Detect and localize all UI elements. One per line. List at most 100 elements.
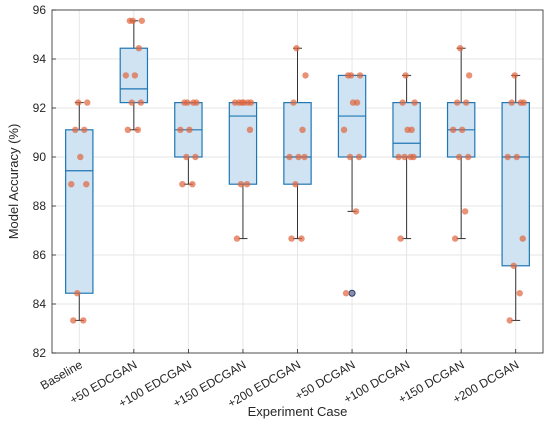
data-point (70, 317, 77, 324)
data-point (137, 99, 145, 106)
x-tick-label: Baseline (38, 357, 85, 392)
data-point (302, 72, 309, 79)
data-point (183, 153, 190, 161)
data-point (510, 262, 517, 269)
y-tick-label: 82 (33, 346, 47, 360)
point-layer (68, 17, 527, 324)
data-point (189, 180, 196, 188)
data-point (395, 153, 402, 161)
data-point (238, 99, 246, 106)
data-point (84, 99, 91, 106)
data-point (401, 153, 408, 161)
data-point (290, 99, 297, 106)
data-point (184, 99, 191, 106)
data-point (342, 290, 350, 297)
y-tick-label: 84 (33, 297, 47, 311)
y-tick-label: 92 (33, 101, 47, 115)
data-point (134, 126, 142, 134)
data-point (516, 290, 523, 297)
data-point (347, 72, 355, 79)
box-iqr (228, 102, 258, 185)
data-point (138, 17, 146, 24)
data-point (129, 17, 137, 24)
data-point (292, 180, 299, 188)
box-iqr (283, 102, 312, 185)
data-point (298, 235, 305, 242)
data-point (455, 153, 463, 161)
data-point (237, 180, 245, 188)
data-point (464, 153, 472, 161)
data-point (192, 153, 199, 161)
data-point (340, 126, 348, 134)
data-point (243, 180, 251, 188)
data-point (293, 45, 300, 52)
y-tick-labels: 82 84 86 88 90 92 94 96 (33, 3, 47, 360)
data-point (77, 153, 84, 161)
x-axis-title: Experiment Case (248, 404, 348, 419)
data-point (80, 317, 87, 324)
data-point (461, 208, 469, 215)
data-point (346, 153, 354, 161)
data-point (135, 45, 143, 52)
data-point (513, 153, 520, 161)
data-point (462, 99, 470, 106)
y-axis-title: Model Accuracy (%) (6, 124, 21, 240)
y-tick-label: 86 (33, 248, 47, 262)
data-point (68, 180, 75, 188)
data-point (301, 153, 308, 161)
y-tick-label: 90 (33, 150, 47, 164)
outlier-marker (348, 289, 356, 297)
data-point (458, 126, 466, 134)
data-point (410, 153, 417, 161)
data-point (246, 126, 254, 134)
data-point (353, 99, 361, 106)
data-point (511, 72, 518, 79)
plot-frame (51, 9, 544, 354)
data-point (397, 235, 404, 242)
data-point (186, 126, 193, 134)
box-layer (65, 20, 530, 321)
data-point (179, 180, 186, 188)
data-point (504, 153, 511, 161)
data-point (286, 153, 293, 161)
data-point (299, 126, 306, 134)
data-point (193, 99, 200, 106)
data-point (355, 153, 363, 161)
data-point (508, 99, 515, 106)
data-point (402, 72, 409, 79)
data-point (128, 99, 136, 106)
data-point (122, 72, 130, 79)
data-point (81, 126, 88, 134)
data-point (465, 72, 473, 79)
data-point (83, 180, 90, 188)
data-point (352, 208, 360, 215)
data-point (177, 126, 184, 134)
x-tick-labels: Baseline+50 EDCGAN+100 EDCGAN+150 EDCGAN… (38, 357, 521, 410)
data-point (72, 126, 79, 134)
data-point (124, 126, 132, 134)
data-point (131, 72, 139, 79)
y-tick-label: 88 (33, 199, 47, 213)
data-point (456, 45, 464, 52)
data-point (520, 99, 527, 106)
data-point (408, 126, 415, 134)
data-point (74, 290, 81, 297)
data-point (449, 126, 457, 134)
data-point (247, 99, 255, 106)
data-point (233, 235, 241, 242)
box-iqr (501, 102, 530, 267)
data-point (451, 235, 459, 242)
data-point (519, 235, 526, 242)
data-point (506, 317, 513, 324)
y-tick-label: 94 (33, 52, 47, 66)
data-point (453, 99, 461, 106)
data-point (356, 72, 364, 79)
data-point (295, 153, 302, 161)
data-point (288, 235, 295, 242)
data-point (75, 99, 82, 106)
data-point (399, 99, 406, 106)
y-tick-label: 96 (33, 3, 47, 17)
data-point (411, 99, 418, 106)
